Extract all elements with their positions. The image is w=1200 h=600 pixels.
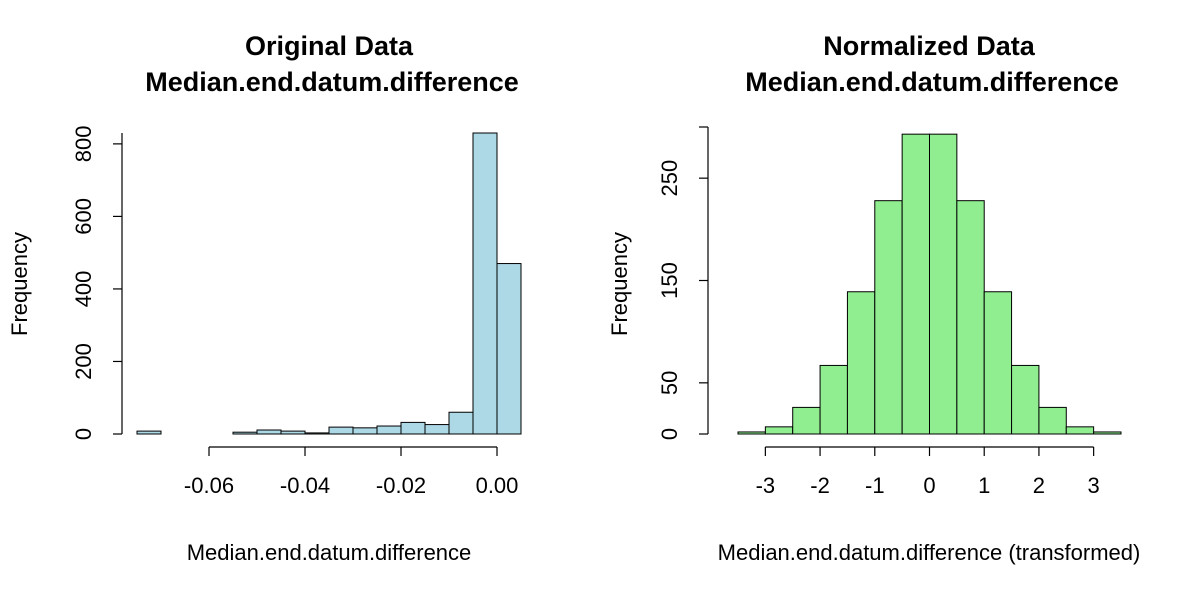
normalized-x-tick-label-5: 2 bbox=[1033, 473, 1045, 498]
original-x-tick-label-3: 0.00 bbox=[476, 473, 519, 498]
original-axes: -0.06 -0.04 -0.02 0.00 0 200 400 600 800 bbox=[71, 126, 518, 498]
normalized-x-tick-label-3: 0 bbox=[923, 473, 935, 498]
normalized-bar-9 bbox=[983, 291, 1013, 435]
normalized-bar-8 bbox=[956, 200, 985, 435]
normalized-data-panel: Normalized Data Median.end.datum.differe… bbox=[607, 31, 1140, 565]
normalized-bar-5 bbox=[874, 200, 903, 435]
original-bar-8 bbox=[328, 426, 354, 435]
normalized-y-tick-label-0: 0 bbox=[657, 428, 682, 440]
normalized-y-tick-label-3: 250 bbox=[657, 160, 682, 197]
normalized-bars bbox=[737, 133, 1122, 435]
original-bar-10 bbox=[376, 425, 402, 435]
normalized-x-tick-label-2: -1 bbox=[865, 473, 885, 498]
normalized-bar-1 bbox=[764, 426, 794, 435]
normalized-y-tick-label-2: 150 bbox=[657, 262, 682, 299]
original-x-axis-label: Median.end.datum.difference bbox=[187, 540, 472, 565]
original-y-tick-label-0: 0 bbox=[71, 428, 96, 440]
normalized-title: Normalized Data bbox=[823, 31, 1036, 61]
original-subtitle: Median.end.datum.difference bbox=[145, 67, 519, 97]
original-bar-6 bbox=[280, 430, 306, 435]
normalized-axes: -3 -2 -1 0 1 2 3 0 50 150 250 bbox=[657, 126, 1100, 498]
original-bar-4 bbox=[232, 431, 258, 435]
original-x-tick-label-0: -0.06 bbox=[184, 473, 234, 498]
original-x-tick-label-1: -0.04 bbox=[280, 473, 330, 498]
original-bar-7 bbox=[304, 432, 330, 435]
original-bar-12 bbox=[424, 424, 450, 435]
original-title: Original Data bbox=[245, 31, 414, 61]
original-y-tick-label-4: 800 bbox=[71, 126, 96, 163]
original-bar-14 bbox=[472, 132, 498, 435]
original-bar-5 bbox=[256, 429, 282, 435]
original-y-tick-label-3: 600 bbox=[71, 198, 96, 235]
normalized-bar-7 bbox=[929, 133, 958, 435]
original-bar-15 bbox=[496, 263, 522, 435]
normalized-bar-10 bbox=[1011, 364, 1040, 435]
normalized-bar-0 bbox=[737, 431, 766, 435]
original-y-tick-label-1: 200 bbox=[71, 343, 96, 380]
original-bar-0 bbox=[136, 430, 162, 435]
normalized-y-axis-label: Frequency bbox=[607, 232, 632, 336]
original-x-tick-label-2: -0.02 bbox=[376, 473, 426, 498]
normalized-bar-11 bbox=[1038, 406, 1067, 435]
normalized-x-axis-label: Median.end.datum.difference (transformed… bbox=[718, 540, 1141, 565]
normalized-subtitle: Median.end.datum.difference bbox=[745, 67, 1119, 97]
original-data-panel: Original Data Median.end.datum.differenc… bbox=[7, 31, 522, 565]
normalized-bar-6 bbox=[901, 133, 931, 435]
original-bar-11 bbox=[400, 421, 426, 435]
normalized-y-tick-label-1: 50 bbox=[657, 371, 682, 395]
normalized-x-tick-label-6: 3 bbox=[1088, 473, 1100, 498]
normalized-bar-4 bbox=[846, 291, 876, 435]
original-bars bbox=[136, 132, 522, 435]
normalized-bar-2 bbox=[792, 406, 821, 435]
normalized-x-tick-label-0: -3 bbox=[756, 473, 776, 498]
original-y-tick-label-2: 400 bbox=[71, 271, 96, 308]
normalized-bar-13 bbox=[1093, 431, 1122, 435]
original-y-axis-label: Frequency bbox=[7, 232, 32, 336]
original-bar-9 bbox=[352, 427, 378, 435]
normalized-bar-12 bbox=[1065, 426, 1095, 435]
normalized-x-tick-label-1: -2 bbox=[810, 473, 830, 498]
normalized-bar-3 bbox=[819, 364, 848, 435]
original-bar-13 bbox=[448, 411, 474, 435]
normalized-x-tick-label-4: 1 bbox=[978, 473, 990, 498]
